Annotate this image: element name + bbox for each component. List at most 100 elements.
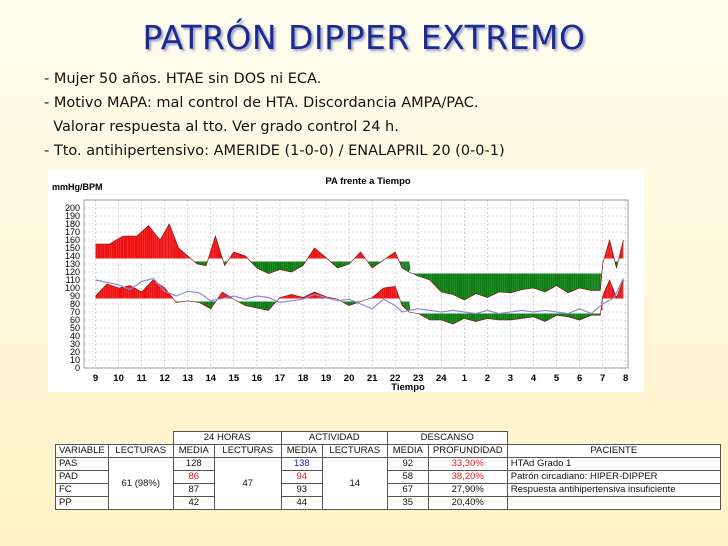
col-variable: VARIABLE [55,444,109,458]
slide-title: PATRÓN DIPPER EXTREMO [142,18,586,57]
deficit-band [527,272,530,289]
excess-band [132,236,135,260]
deficit-band [558,272,561,288]
deficit-band [335,260,338,268]
deficit-band [566,272,569,293]
deficit-band [508,312,511,320]
deficit-band [579,272,582,289]
deficit-band [475,312,478,322]
deficit-band [535,312,538,319]
y-tick-label: 20 [70,347,80,357]
deficit-band [443,272,446,293]
y-tick-label: 0 [75,363,80,373]
excess-band [156,282,159,300]
excess-band [132,286,134,300]
excess-band [622,240,624,260]
deficit-band [568,272,570,293]
deficit-band [374,260,376,267]
deficit-band [583,272,586,290]
excess-band [609,240,611,260]
excess-band [607,282,609,300]
excess-band [210,245,213,260]
deficit-band [597,272,599,291]
deficit-band [541,272,544,292]
deficit-band [460,272,463,300]
deficit-band [452,272,455,296]
excess-band [395,286,397,300]
deficit-band [564,272,567,292]
paciente-line: Patrón circadiano: HIPER-DIPPER [506,470,721,484]
x-tick-label: 16 [252,373,263,384]
deficit-band [458,272,461,299]
excess-band [308,253,311,260]
deficit-band [573,272,576,291]
deficit-band [589,272,592,291]
deficit-band [516,272,519,292]
y-tick-label: 190 [65,211,80,221]
x-tick-label: 4 [531,373,537,384]
deficit-band [591,272,593,291]
deficit-band [592,272,595,291]
x-tick-label: 2 [485,373,490,384]
deficit-band [506,272,509,293]
deficit-band [504,272,507,293]
excess-band [387,287,390,300]
deficit-band [272,300,275,307]
deficit-band [278,260,280,271]
deficit-band [502,312,505,320]
excess-band [156,235,159,260]
excess-band [358,252,361,260]
deficit-band [466,272,469,299]
deficit-band [548,312,551,320]
excess-band [130,236,133,260]
deficit-band [295,260,298,270]
deficit-band [251,300,254,308]
deficit-band [493,312,496,320]
table-row: PP 42 44 35 20,40% [55,496,727,510]
deficit-band [500,312,503,320]
excess-band [135,288,138,300]
deficit-band [487,312,490,319]
excess-band [215,236,217,260]
excess-band [158,284,161,300]
x-tick-label: 11 [137,373,148,384]
chart-title: PA frente a Tiempo [325,176,411,187]
deficit-band [287,260,290,272]
deficit-band [443,312,446,322]
deficit-band [548,272,551,290]
deficit-band [546,312,549,321]
deficit-band [403,300,405,308]
lecturas-actividad: 47 [213,457,282,510]
deficit-band [521,312,524,319]
x-tick-label: 8 [623,373,628,384]
media-actividad: 44 [280,496,323,510]
case-description: - Mujer 50 años. HTAE sin DOS ni ECA. - … [44,67,505,163]
y-tick-label: 60 [70,315,80,325]
media-24h: 87 [172,483,215,497]
table-row: PAS 61 (98%) 128 47 138 14 92 33,30% HTA… [55,457,727,510]
excess-band [393,286,396,300]
y-tick-label: 80 [70,299,80,309]
deficit-band [552,272,555,288]
deficit-band [550,272,553,289]
x-tick-label: 1 [462,373,468,384]
excess-band [393,252,396,260]
deficit-band [585,272,588,290]
deficit-band [545,272,547,292]
fc-line [95,277,624,315]
col-paciente: PACIENTE [506,444,721,458]
deficit-band [583,312,586,319]
deficit-band [268,260,271,274]
deficit-band [506,312,509,320]
excess-band [110,285,113,300]
deficit-band [299,260,302,268]
x-axis-label: Tiempo [391,382,425,392]
deficit-band [402,260,404,269]
row-variable: FC [55,483,109,497]
excess-band [608,280,610,300]
excess-band [602,293,604,300]
deficit-band [403,260,405,270]
deficit-band [525,272,528,290]
excess-band [381,288,384,300]
excess-band [170,228,173,260]
